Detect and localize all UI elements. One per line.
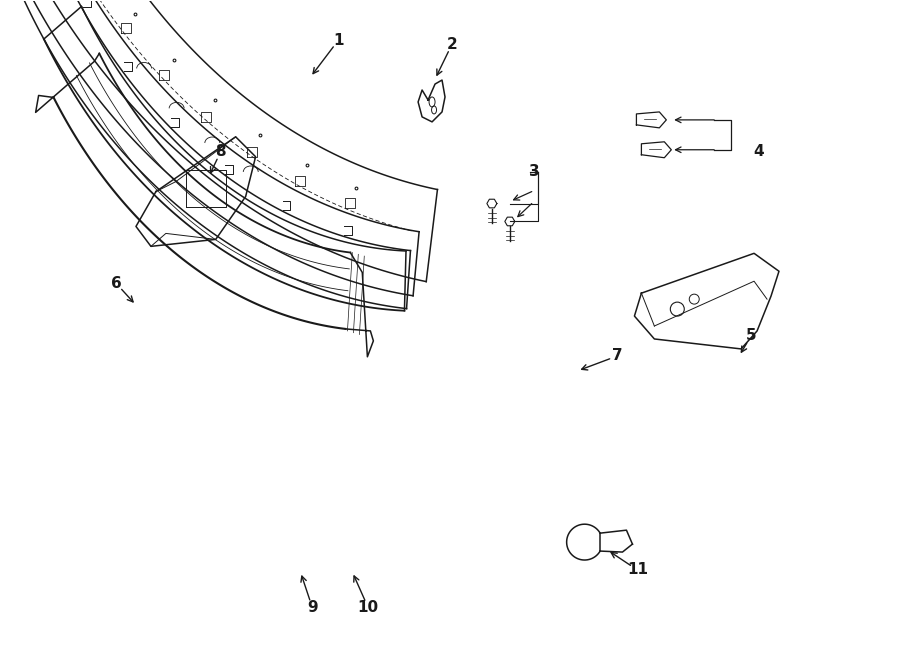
Text: 1: 1 [333,33,344,48]
Text: 2: 2 [446,37,457,52]
Text: 4: 4 [753,144,764,159]
Text: 8: 8 [215,144,226,159]
Text: 6: 6 [111,276,122,291]
Text: 10: 10 [357,600,379,615]
Text: 3: 3 [529,164,540,179]
Text: 11: 11 [627,563,648,578]
Text: 7: 7 [612,348,623,364]
Text: 9: 9 [307,600,318,615]
Text: 5: 5 [746,329,756,344]
